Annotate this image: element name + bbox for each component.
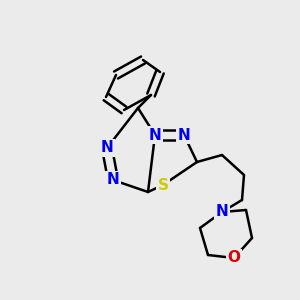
Text: N: N: [106, 172, 119, 188]
Text: N: N: [216, 205, 228, 220]
Text: O: O: [227, 250, 241, 266]
Text: S: S: [158, 178, 169, 193]
Text: N: N: [148, 128, 161, 142]
Text: N: N: [178, 128, 190, 142]
Text: N: N: [100, 140, 113, 155]
